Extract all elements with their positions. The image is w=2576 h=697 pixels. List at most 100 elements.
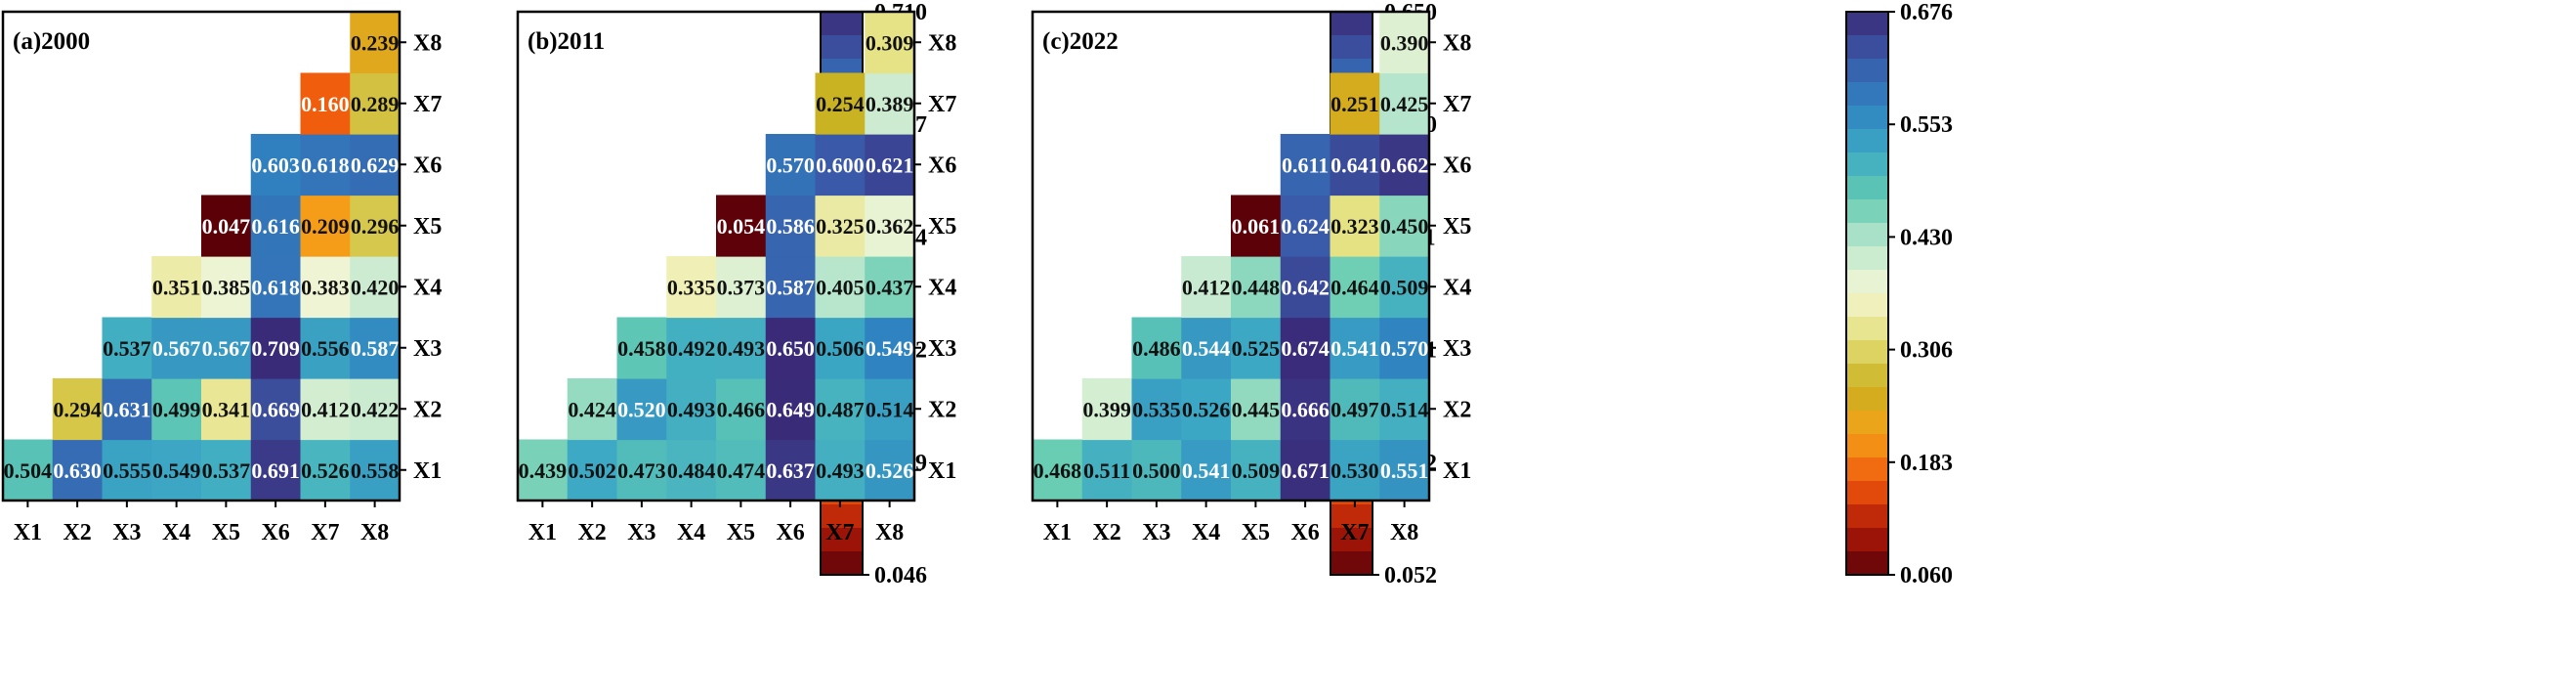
cell-value-label: 0.254 [816, 92, 865, 116]
cell-value-label: 0.373 [717, 275, 766, 299]
heatmap-cell [666, 439, 717, 501]
cell-value-label: 0.239 [351, 30, 400, 55]
x-tick-label: X2 [1092, 520, 1120, 545]
y-tick-label: X6 [1443, 152, 1471, 178]
heatmap-cell [250, 256, 302, 319]
colorbar-tick-label: 0.046 [874, 563, 927, 588]
cell-value-label: 0.484 [667, 458, 716, 483]
heatmap-cell [350, 256, 401, 319]
heatmap-cell [300, 72, 351, 135]
y-tick-label: X3 [1443, 336, 1471, 362]
cell-value-label: 0.637 [766, 458, 815, 483]
y-tick-label: X7 [1443, 92, 1471, 117]
heatmap-cell [865, 195, 915, 257]
heatmap-cell [716, 195, 767, 257]
heatmap-cell [865, 72, 915, 135]
cell-value-label: 0.492 [667, 336, 716, 361]
cell-value-label: 0.509 [1232, 458, 1281, 483]
heatmap-cell [1280, 134, 1331, 196]
y-tick-label: X5 [928, 214, 956, 240]
heatmap-cell [250, 195, 302, 257]
colorbar-segment [1846, 106, 1888, 130]
cell-value-label: 0.558 [351, 458, 400, 483]
cell-value-label: 0.618 [301, 152, 350, 177]
cell-value-label: 0.556 [301, 336, 350, 361]
cell-value-label: 0.383 [301, 275, 350, 299]
heatmap-cell [1379, 12, 1430, 74]
x-tick-label: X3 [627, 520, 655, 545]
colorbar-segment [1846, 223, 1888, 247]
cell-value-label: 0.499 [152, 397, 201, 421]
cell-value-label: 0.466 [717, 397, 766, 421]
cell-value-label: 0.335 [667, 275, 716, 299]
colorbar-tick-label: 0.183 [1900, 451, 1953, 476]
heatmap-cell [300, 195, 351, 257]
heatmap-cell [765, 134, 817, 196]
heatmap-cell [1181, 439, 1232, 501]
cell-value-label: 0.618 [251, 275, 300, 299]
panel-title: (b)2011 [528, 28, 605, 55]
colorbar-tick-label: 0.052 [1384, 563, 1437, 588]
colorbar-segment [1330, 504, 1372, 529]
cell-value-label: 0.493 [667, 397, 716, 421]
cell-value-label: 0.351 [152, 275, 201, 299]
heatmap-cell [350, 317, 401, 379]
cell-value-label: 0.294 [53, 397, 102, 421]
heatmap-cell [1379, 256, 1430, 319]
y-tick-label: X2 [413, 397, 442, 422]
heatmap-cell [865, 12, 915, 74]
heatmap-cell [1131, 378, 1182, 441]
x-tick-label: X8 [360, 520, 389, 545]
cell-value-label: 0.289 [351, 92, 400, 116]
cell-value-label: 0.412 [301, 397, 350, 421]
heatmap-cell [350, 134, 401, 196]
colorbar: 0.676 0.553 0.430 0.306 0.183 0.060 [1845, 0, 1953, 588]
heatmap-cell [151, 378, 202, 441]
cell-value-label: 0.603 [251, 152, 300, 177]
x-tick-label: X5 [1242, 520, 1270, 545]
heatmap-cell [300, 256, 351, 319]
heatmap-cell [300, 134, 351, 196]
colorbar-segment [1846, 152, 1888, 177]
heatmap-cell [102, 317, 152, 379]
colorbar-segment [821, 528, 863, 552]
y-tick-label: X1 [1443, 458, 1471, 484]
cell-value-label: 0.511 [1083, 458, 1130, 483]
y-tick-label: X7 [928, 92, 956, 117]
heatmap-cell [1280, 256, 1331, 319]
colorbar-segment [1846, 82, 1888, 107]
heatmap-cell [716, 256, 767, 319]
cell-value-label: 0.662 [1380, 152, 1429, 177]
cell-value-label: 0.385 [202, 275, 251, 299]
panel-title: (a)2000 [13, 28, 90, 55]
heatmap-cell [1379, 439, 1430, 501]
cell-value-label: 0.389 [866, 92, 914, 116]
y-tick-label: X4 [413, 275, 442, 300]
heatmap-cell [1280, 378, 1331, 441]
x-tick-label: X3 [112, 520, 141, 545]
heatmap-cell [1280, 439, 1331, 501]
cell-value-label: 0.630 [53, 458, 102, 483]
heatmap-cell [518, 439, 569, 501]
heatmap-cell [865, 134, 915, 196]
colorbar-segment [821, 504, 863, 529]
heatmap-cell [1231, 317, 1282, 379]
cell-value-label: 0.437 [866, 275, 914, 299]
heatmap-cell [151, 439, 202, 501]
plot-frame [516, 10, 916, 502]
cell-value-label: 0.525 [1232, 336, 1281, 361]
colorbar-segment [1846, 551, 1888, 576]
x-tick-label: X8 [1390, 520, 1418, 545]
heatmap-cell [201, 317, 252, 379]
colorbar-segment [1846, 270, 1888, 294]
heatmap-cell [1379, 317, 1430, 379]
cell-value-label: 0.551 [1380, 458, 1429, 483]
y-tick-label: X4 [1443, 275, 1471, 300]
cell-value-label: 0.497 [1330, 397, 1379, 421]
y-tick-label: X3 [413, 336, 442, 362]
heatmap-cell [300, 317, 351, 379]
cell-value-label: 0.567 [202, 336, 251, 361]
heatmap-cell [250, 439, 302, 501]
panel-title: (c)2022 [1042, 28, 1119, 55]
y-tick-label: X3 [928, 336, 956, 362]
